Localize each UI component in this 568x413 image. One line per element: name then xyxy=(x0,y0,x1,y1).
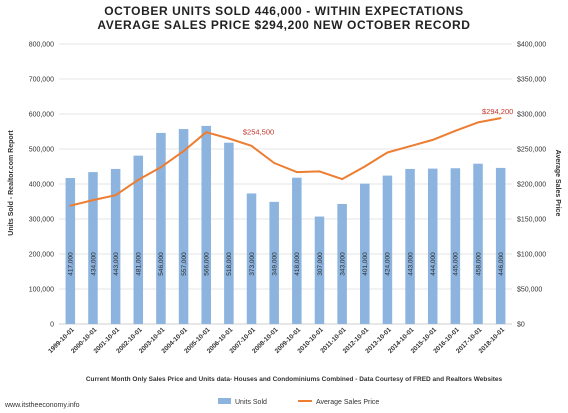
bar-data-label: 434,000 xyxy=(90,252,97,276)
line-point-average-sales-price xyxy=(137,178,140,181)
bar-data-label: 446,000 xyxy=(498,252,505,276)
bar-data-label: 307,000 xyxy=(317,252,324,276)
y-left-tick-label: 400,000 xyxy=(29,182,54,189)
line-point-average-sales-price xyxy=(295,171,298,174)
bar-data-labels: 417,000 434,000 443,000 481,000 546,000 557,0… xyxy=(68,252,505,276)
bar-data-label: 418,000 xyxy=(294,252,301,276)
line-point-average-sales-price xyxy=(477,121,479,124)
y-right-tick-label: $50,000 xyxy=(517,287,542,294)
line-point-average-sales-price xyxy=(454,129,457,132)
price-callout-label: $294,200 xyxy=(482,107,513,116)
legend-label-average-sales-price: Average Sales Price xyxy=(316,399,379,406)
y-left-tick-label: 300,000 xyxy=(29,217,54,224)
line-point-average-sales-price xyxy=(92,199,94,202)
line-point-average-sales-price xyxy=(69,204,72,207)
bar-units-sold xyxy=(133,155,144,324)
line-point-average-sales-price xyxy=(431,139,434,141)
bar-data-label: 518,000 xyxy=(226,252,233,276)
bar-units-sold xyxy=(314,216,325,324)
y-right-tick-label: $300,000 xyxy=(517,112,546,119)
bar-units-sold xyxy=(427,168,438,324)
bar-units-sold xyxy=(110,168,121,324)
legend-label-units-sold: Units Sold xyxy=(235,399,267,406)
price-callout-label: $254,500 xyxy=(243,128,274,137)
line-point-average-sales-price xyxy=(363,165,366,168)
bar-data-label: 443,000 xyxy=(113,252,120,276)
y-axis-left-ticks: 0 100,000 200,000 300,000 400,000 500,000 600,… xyxy=(29,42,54,329)
legend: Units Sold Average Sales Price xyxy=(218,398,379,406)
price-callouts: $254,500 $294,200 xyxy=(243,107,513,136)
bar-units-sold xyxy=(405,168,415,324)
bar-units-sold xyxy=(337,203,347,324)
y-left-tick-label: 700,000 xyxy=(29,77,54,84)
y-left-tick-label: 500,000 xyxy=(29,147,54,154)
bar-units-sold xyxy=(292,177,302,324)
legend-swatch-units-sold xyxy=(218,398,231,404)
bar-units-sold xyxy=(88,172,98,324)
y-right-tick-label: $250,000 xyxy=(517,147,546,154)
line-point-average-sales-price xyxy=(205,131,208,134)
line-point-average-sales-price xyxy=(227,137,230,140)
bar-units-sold xyxy=(495,167,506,324)
line-series-average-sales-price xyxy=(69,117,502,207)
bar-units-sold xyxy=(224,142,234,324)
bar-units-sold xyxy=(450,168,461,324)
bar-data-label: 445,000 xyxy=(453,252,460,276)
y-right-tick-label: $200,000 xyxy=(517,182,546,189)
bar-data-label: 349,000 xyxy=(271,252,278,276)
bar-data-label: 417,000 xyxy=(68,252,75,276)
line-point-average-sales-price xyxy=(318,170,321,173)
bar-units-sold xyxy=(178,129,189,324)
line-point-average-sales-price xyxy=(250,144,253,147)
y-left-tick-label: 600,000 xyxy=(29,112,54,119)
bar-data-label: 424,000 xyxy=(385,252,392,276)
bar-units-sold xyxy=(156,132,166,324)
bar-data-label: 373,000 xyxy=(249,252,256,276)
line-point-average-sales-price xyxy=(182,150,185,153)
bar-units-sold xyxy=(382,175,393,324)
y-right-tick-label: $100,000 xyxy=(517,252,546,259)
y-left-tick-label: 800,000 xyxy=(29,42,54,49)
website-credit: www.itstheeconomy.info xyxy=(4,402,80,409)
bar-units-sold xyxy=(201,125,211,325)
bar-data-label: 444,000 xyxy=(430,252,437,276)
line-point-average-sales-price xyxy=(409,145,411,148)
y-right-tick-label: $150,000 xyxy=(517,217,546,224)
bar-data-label: 546,000 xyxy=(158,252,165,276)
y-axis-left-label: Units Sold - Realtor.com Report xyxy=(8,130,15,236)
line-average-sales-price xyxy=(70,117,501,207)
y-left-tick-label: 0 xyxy=(50,322,54,329)
bar-series-units-sold xyxy=(65,125,506,325)
bar-data-label: 401,000 xyxy=(362,252,369,276)
chart-footnote: Current Month Only Sales Price and Units… xyxy=(86,376,503,383)
bar-data-label: 566,000 xyxy=(204,252,211,276)
bar-data-label: 458,000 xyxy=(475,252,482,276)
bar-units-sold xyxy=(269,201,279,324)
bar-units-sold xyxy=(65,178,76,324)
y-axis-right-ticks: $0 $50,000 $100,000 $150,000 $200,000 $250,00… xyxy=(517,42,546,329)
bar-data-label: 443,000 xyxy=(407,252,414,276)
chart-title-line-1: OCTOBER UNITS SOLD 446,000 - WITHIN EXPE… xyxy=(104,4,464,18)
bar-data-label: 481,000 xyxy=(136,252,143,276)
y-axis-right-label: Average Sales Price xyxy=(554,150,561,217)
line-point-average-sales-price xyxy=(114,194,117,197)
line-point-average-sales-price xyxy=(341,178,344,181)
chart-title-line-2: AVERAGE SALES PRICE $294,200 NEW OCTOBER… xyxy=(97,18,470,32)
bar-data-label: 557,000 xyxy=(181,252,188,276)
y-left-tick-label: 200,000 xyxy=(29,252,54,259)
bar-units-sold xyxy=(360,183,370,324)
y-right-tick-label: $400,000 xyxy=(517,42,546,49)
y-right-tick-label: $0 xyxy=(517,322,525,329)
y-right-tick-label: $350,000 xyxy=(517,77,546,84)
bar-units-sold xyxy=(246,193,257,324)
line-point-average-sales-price xyxy=(273,162,276,164)
line-point-average-sales-price xyxy=(386,151,389,154)
line-point-average-sales-price xyxy=(160,166,162,169)
line-point-average-sales-price xyxy=(499,117,502,119)
y-left-tick-label: 100,000 xyxy=(29,287,54,294)
bar-units-sold xyxy=(473,163,483,324)
bar-data-label: 343,000 xyxy=(339,252,346,276)
